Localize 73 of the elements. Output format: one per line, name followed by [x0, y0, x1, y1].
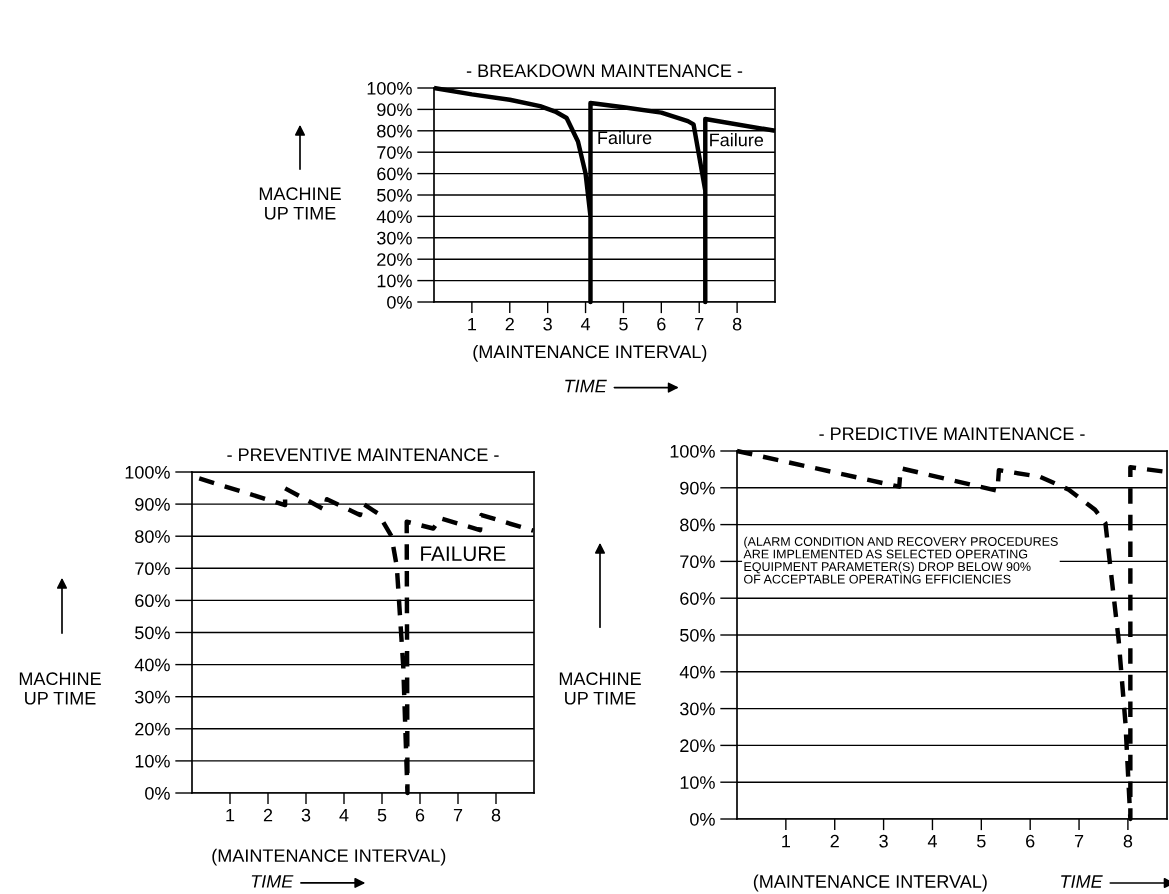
y-tick-label: 70%: [377, 146, 412, 159]
x-axis-title: (MAINTENANCE INTERVAL): [212, 848, 446, 866]
y-tick-label: 0%: [387, 295, 412, 309]
y-axis-title: MACHINE UP TIME: [19, 672, 101, 705]
x-tick-label: 3: [301, 808, 311, 822]
y-tick-label: 30%: [135, 690, 170, 704]
x-tick-label: 8: [1123, 834, 1133, 848]
chart-title: - BREAKDOWN MAINTENANCE -: [466, 64, 743, 78]
x-tick-label: 2: [505, 317, 514, 331]
x-tick-label: 3: [879, 834, 888, 848]
y-tick-label: 50%: [377, 188, 412, 202]
y-tick-label: 50%: [135, 626, 170, 640]
annotation: (ALARM CONDITION AND RECOVERY PROCEDURES ARE IMPLEMENTED AS SELECTED OPERATING EQUIPMENT PARAMETER(S) DROP BELOW 90% OF ACCEPTABLE OPERATING EFFICIENCIES: [743, 536, 1058, 584]
y-axis-title: MACHINE UP TIME: [259, 187, 341, 220]
x-axis-title: (MAINTENANCE INTERVAL): [473, 344, 707, 362]
y-tick-label: 20%: [377, 253, 412, 266]
y-tick-label: 90%: [377, 103, 412, 117]
y-tick-label: 70%: [680, 555, 715, 569]
y-tick-label: 100%: [367, 81, 412, 95]
x-tick-label: 6: [657, 317, 666, 331]
y-tick-label: 40%: [679, 665, 715, 679]
x-tick-label: 4: [580, 317, 591, 331]
chart-title: - PREDICTIVE MAINTENANCE -: [819, 427, 1085, 441]
y-tick-label: 90%: [680, 481, 715, 495]
annotation: Failure: [710, 133, 764, 147]
x-tick-label: 7: [453, 808, 463, 822]
y-tick-label: 10%: [377, 274, 412, 288]
y-tick-label: 20%: [680, 739, 715, 753]
x-tick-label: 3: [543, 317, 552, 331]
x-tick-label: 1: [468, 317, 477, 331]
y-tick-label: 60%: [377, 167, 412, 181]
y-tick-label: 20%: [135, 722, 170, 736]
y-tick-label: 50%: [680, 628, 715, 642]
x-tick-label: 2: [263, 808, 273, 822]
y-tick-label: 0%: [690, 812, 715, 826]
y-tick-label: 80%: [377, 124, 412, 138]
x-axis-title: (MAINTENANCE INTERVAL): [753, 874, 987, 892]
x-tick-label: 5: [619, 317, 628, 331]
y-tick-label: 80%: [680, 518, 715, 532]
y-tick-label: 60%: [680, 592, 715, 605]
y-tick-label: 60%: [135, 594, 170, 608]
text: TIME: [1061, 875, 1103, 888]
x-tick-label: 1: [782, 834, 790, 848]
y-tick-label: 10%: [680, 776, 715, 789]
x-tick-label: 8: [491, 808, 501, 822]
y-tick-label: 30%: [680, 702, 715, 716]
text: TIME: [565, 379, 607, 393]
chart-title: - PREVENTIVE MAINTENANCE -: [227, 448, 499, 462]
x-tick-label: 7: [1074, 834, 1084, 848]
annotation: FAILURE: [421, 546, 506, 562]
y-tick-label: 100%: [125, 465, 170, 479]
y-tick-label: 30%: [377, 231, 412, 245]
y-tick-label: 70%: [135, 562, 170, 576]
x-tick-label: 1: [226, 808, 235, 822]
y-tick-label: 40%: [134, 658, 170, 672]
x-tick-label: 8: [732, 317, 742, 331]
y-tick-label: 10%: [135, 754, 170, 768]
x-tick-label: 6: [415, 808, 425, 822]
x-tick-label: 2: [830, 834, 839, 848]
annotation: Failure: [598, 130, 652, 145]
x-tick-label: 6: [1026, 834, 1035, 848]
y-tick-label: 80%: [135, 530, 170, 543]
x-tick-label: 7: [695, 317, 704, 331]
y-tick-label: 0%: [145, 786, 170, 800]
y-tick-label: 100%: [670, 444, 715, 458]
y-tick-label: 40%: [376, 210, 412, 224]
x-tick-label: 5: [377, 808, 387, 822]
x-tick-label: 4: [927, 834, 937, 848]
y-tick-label: 90%: [135, 498, 170, 511]
x-tick-label: 4: [339, 808, 349, 822]
x-tick-label: 5: [977, 834, 986, 848]
text: TIME: [251, 875, 294, 888]
y-axis-title: MACHINE UP TIME: [559, 672, 641, 705]
